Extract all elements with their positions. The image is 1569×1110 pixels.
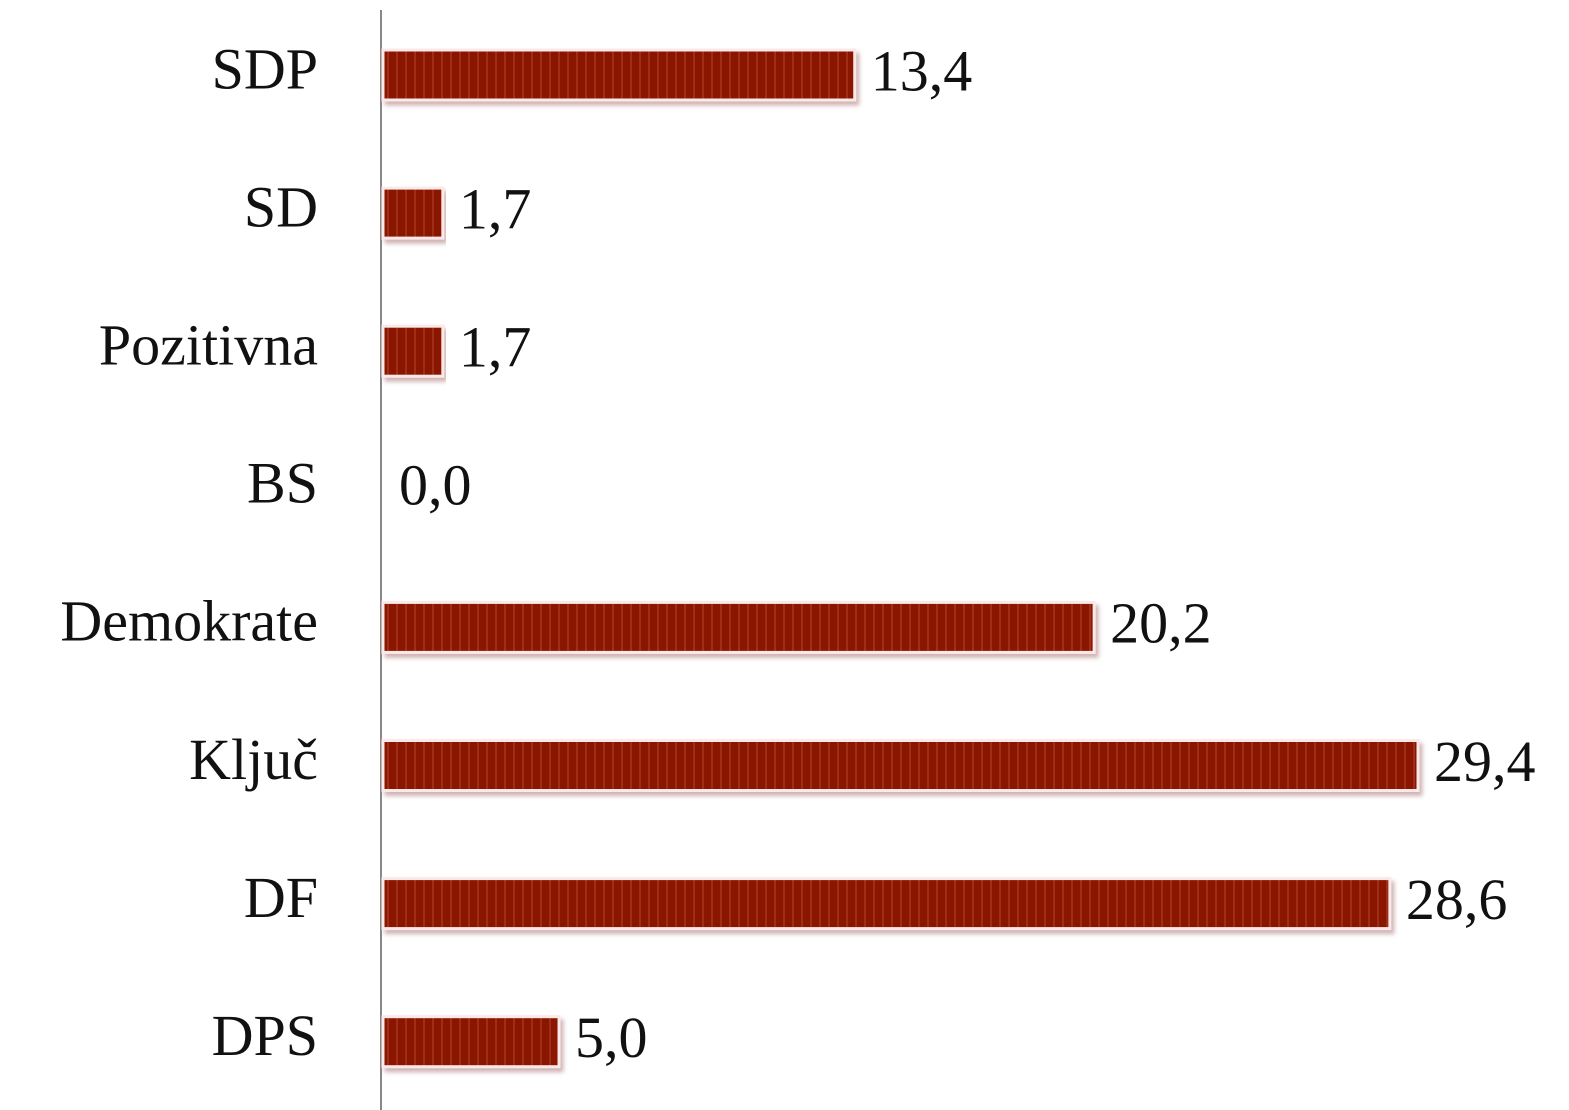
category-label: Ključ: [189, 727, 318, 792]
category-label: Pozitivna: [99, 313, 318, 378]
bar: [381, 324, 445, 378]
value-label: 1,7: [459, 315, 532, 380]
value-label: 1,7: [459, 176, 532, 241]
bar: [381, 186, 445, 240]
value-label: 29,4: [1434, 729, 1536, 794]
value-label: 13,4: [871, 38, 973, 103]
category-label: SD: [244, 174, 318, 239]
category-label: DF: [244, 865, 318, 930]
value-label: 20,2: [1110, 591, 1212, 656]
category-label: BS: [247, 451, 318, 516]
bar: [381, 48, 857, 102]
bar: [381, 1015, 561, 1069]
value-label: 5,0: [575, 1005, 648, 1070]
value-label: 0,0: [399, 453, 472, 518]
category-label: DPS: [212, 1003, 318, 1068]
category-label: SDP: [212, 36, 318, 101]
bar: [381, 600, 1096, 654]
bar: [381, 877, 1392, 931]
category-label: Demokrate: [60, 589, 318, 654]
value-label: 28,6: [1406, 867, 1508, 932]
bar: [381, 739, 1420, 792]
